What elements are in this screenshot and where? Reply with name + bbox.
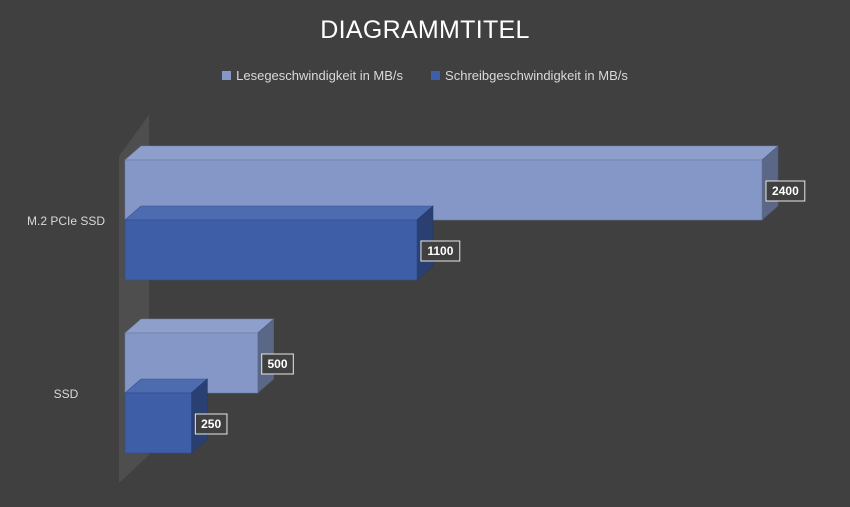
legend-label-read: Lesegeschwindigkeit in MB/s [236,68,404,83]
data-label-box [420,240,461,262]
bar-top-face [124,145,779,161]
legend-item-read: Lesegeschwindigkeit in MB/s [222,68,403,83]
bar-top-face [124,205,434,221]
legend-label-write: Schreibgeschwindigkeit in MB/s [445,68,628,83]
bar-top-face [124,318,275,334]
data-label: 500 [261,353,294,375]
data-label-text: 1100 [427,244,453,258]
data-label: 1100 [420,240,461,262]
bar [124,205,434,281]
data-label-box [261,353,294,375]
data-label-text: 250 [201,417,221,431]
bar-front-face [124,392,192,454]
legend-swatch-write [431,71,441,80]
data-labels: 2400 1100 500 250 [194,180,806,435]
category-label: SSD [54,387,79,401]
bars [124,145,779,454]
data-label-box [194,413,228,435]
data-label: 250 [194,413,228,435]
bar-front-face [124,219,418,281]
category-labels: M.2 PCIe SSD SSD [27,214,105,401]
data-label-box [765,180,806,202]
legend-swatch-read [222,71,232,80]
category-label: M.2 PCIe SSD [27,214,105,228]
chart-title: DIAGRAMMTITEL [320,16,530,44]
data-label: 2400 [765,180,806,202]
legend-item-write: Schreibgeschwindigkeit in MB/s [431,68,628,83]
data-label-text: 500 [267,357,287,371]
legend: Lesegeschwindigkeit in MB/s Schreibgesch… [0,68,850,83]
data-label-text: 2400 [772,184,799,198]
